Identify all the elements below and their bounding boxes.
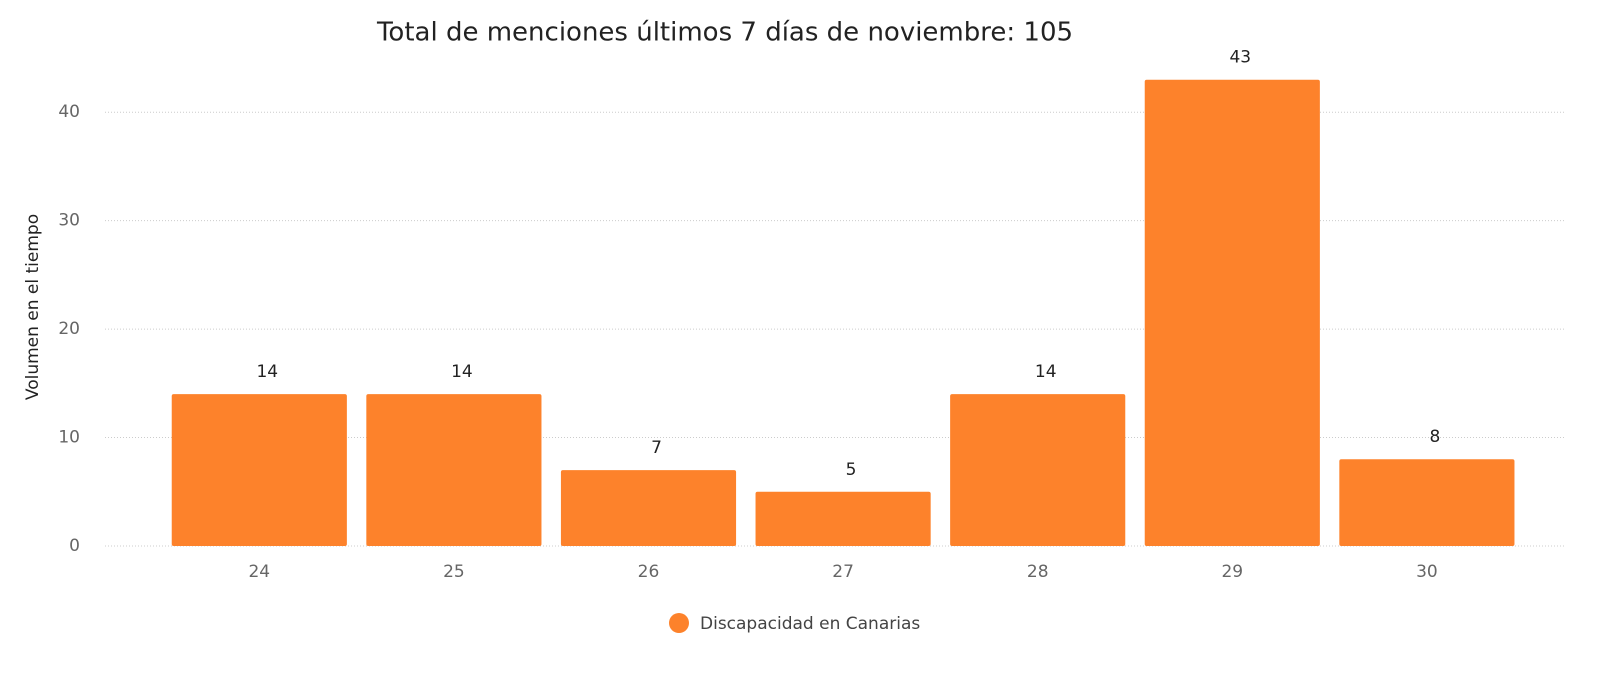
value-label: 5 bbox=[846, 460, 857, 480]
bar bbox=[1339, 459, 1515, 546]
y-tick-label: 30 bbox=[58, 211, 80, 231]
value-label: 7 bbox=[651, 438, 662, 458]
y-tick-label: 40 bbox=[58, 102, 80, 122]
bar bbox=[1144, 79, 1320, 546]
x-tick-label: 30 bbox=[1416, 562, 1438, 582]
value-label: 14 bbox=[256, 362, 278, 382]
bar bbox=[366, 394, 542, 546]
bar bbox=[171, 394, 347, 546]
bar bbox=[950, 394, 1126, 546]
x-tick-label: 25 bbox=[443, 562, 465, 582]
value-label: 8 bbox=[1429, 427, 1440, 447]
value-label: 14 bbox=[1035, 362, 1057, 382]
y-tick-label: 10 bbox=[58, 428, 80, 448]
value-label: 14 bbox=[451, 362, 473, 382]
legend-label: Discapacidad en Canarias bbox=[700, 614, 920, 634]
x-tick-label: 29 bbox=[1221, 562, 1243, 582]
x-tick-label: 27 bbox=[832, 562, 854, 582]
bar bbox=[560, 470, 737, 546]
x-tick-label: 24 bbox=[248, 562, 270, 582]
y-axis-label: Volumen en el tiempo bbox=[23, 214, 43, 400]
y-tick-label: 20 bbox=[58, 319, 80, 339]
x-tick-label: 28 bbox=[1027, 562, 1049, 582]
legend-marker bbox=[669, 613, 689, 633]
x-tick-label: 26 bbox=[638, 562, 660, 582]
bar bbox=[755, 491, 931, 546]
y-tick-label: 0 bbox=[69, 536, 80, 556]
chart-title: Total de menciones últimos 7 días de nov… bbox=[376, 18, 1073, 48]
value-label: 43 bbox=[1229, 48, 1251, 68]
